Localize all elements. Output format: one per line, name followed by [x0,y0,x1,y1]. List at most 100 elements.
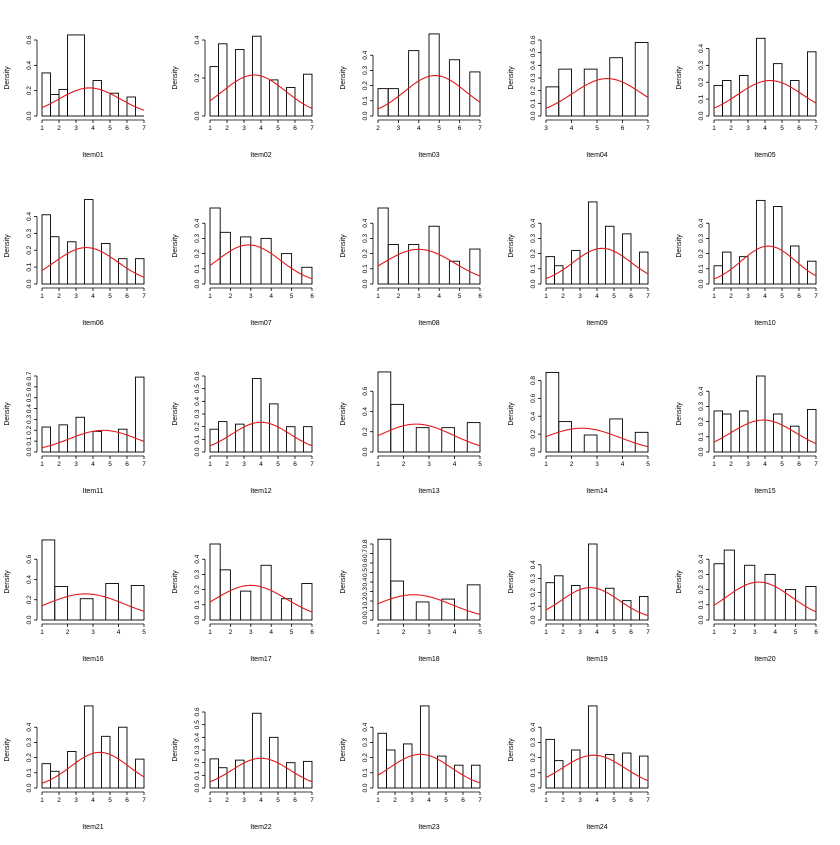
histogram-bar [441,598,455,621]
y-tick-label: 0.8 [362,539,369,548]
y-tick-label: 0.0 [698,111,705,120]
x-tick-label: 7 [310,461,314,468]
x-tick-label: 3 [746,461,750,468]
x-tick-label: 5 [290,629,294,636]
y-axis-title: Density [340,234,347,258]
y-tick-label: 0.1 [698,432,705,441]
histogram-bar [428,225,440,285]
histogram-panel: 1 2 3 4 5 0.0 0.2 0.4 0.6 Item13 Density [340,371,482,495]
x-tick-label: 7 [142,293,146,300]
x-axis-title: Item14 [586,488,608,495]
x-tick-label: 1 [712,629,716,636]
histogram-bar [41,539,56,621]
y-axis-title: Density [172,738,179,762]
x-tick-label: 3 [410,797,414,804]
x-tick-label: 6 [797,461,801,468]
y-tick-label: 0.0 [698,447,705,456]
y-axis-title: Density [4,570,11,594]
histogram-bar [79,598,94,621]
histogram-bar [41,426,51,453]
y-tick-label: 0.0 [26,447,33,456]
density-curve [377,594,481,615]
x-tick-label: 7 [646,293,650,300]
histogram-bar [554,265,564,285]
x-tick-label: 5 [646,461,650,468]
x-tick-label: 5 [478,461,482,468]
histogram-panel: 1 2 3 4 5 6 7 0.0 0.1 0.2 0.3 0.4 0.5 0.6 Item22 Densit… [172,707,314,831]
histogram-bar [713,265,723,285]
histogram-bar [390,580,404,621]
y-tick-label: 0.0 [26,783,33,792]
y-axis-title: Density [508,738,515,762]
y-tick-label: 0.4 [362,722,369,731]
density-curve [41,429,145,449]
histogram-bar [101,243,111,285]
x-tick-label: 4 [453,629,457,636]
histogram-bar [130,585,145,621]
histogram-panel: 1 2 3 4 5 6 7 0.0 0.1 0.2 0.3 0.4 0.5 0.6 Item12 Densit… [172,371,314,495]
x-axis-title: Item19 [586,656,608,663]
x-tick-label: 7 [310,125,314,132]
x-axis-title: Item24 [586,824,608,831]
histogram-panel: 1 2 3 4 5 6 7 0.0 0.2 0.4 Item02 Density [172,35,314,159]
y-tick-label: 0.2 [194,422,201,431]
histogram-bar [84,199,94,285]
x-tick-label: 4 [437,293,441,300]
histogram-panel: 1 2 3 4 5 6 7 0.0 0.1 0.2 0.3 0.4 Item10 Density [676,199,818,327]
histogram-bar [588,705,598,789]
x-tick-label: 3 [91,629,95,636]
x-axis-title: Item20 [754,656,776,663]
x-tick-label: 4 [773,629,777,636]
x-tick-label: 2 [57,293,61,300]
density-curve [41,87,145,111]
x-tick-label: 1 [376,629,380,636]
histogram-bar [739,410,749,453]
x-tick-label: 3 [746,293,750,300]
y-tick-label: 0.2 [698,585,705,594]
y-tick-label: 0.1 [362,264,369,273]
y-tick-label: 0.6 [26,35,33,44]
y-tick-label: 0.0 [362,111,369,120]
histogram-bar [420,705,430,789]
y-tick-label: 0.2 [698,249,705,258]
y-tick-label: 0.1 [194,434,201,443]
density-curve [209,244,313,280]
y-axis-title: Density [4,66,11,90]
x-tick-label: 4 [595,629,599,636]
histogram-bar [773,413,783,453]
x-tick-label: 5 [276,461,280,468]
y-tick-label: 0.0 [194,111,201,120]
x-tick-label: 7 [478,125,482,132]
histogram-bar [209,758,219,789]
y-tick-label: 0.3 [194,234,201,243]
density-curve [377,248,481,277]
histogram-bar [240,590,252,621]
y-tick-label: 0.4 [26,575,33,584]
histogram-panel: 1 2 3 4 5 6 7 0.0 0.1 0.2 0.3 0.4 Item15 Density [676,375,818,495]
density-curve [545,587,649,617]
x-tick-label: 3 [427,461,431,468]
y-axis-title: Density [508,234,515,258]
y-tick-label: 0.2 [362,249,369,258]
y-axis-title: Density [172,66,179,90]
y-tick-label: 0.2 [530,249,537,258]
histogram-bar [301,266,313,285]
histogram-bar [67,751,77,789]
histogram-bar [403,743,413,789]
histogram-panel: 1 2 3 4 5 6 7 0.0 0.1 0.2 0.3 0.4 Item09 Density [508,201,650,327]
y-tick-label: 0.1 [194,770,201,779]
x-tick-label: 4 [259,797,263,804]
y-tick-label: 0.3 [362,234,369,243]
y-tick-label: 0.1 [362,96,369,105]
y-tick-label: 0.0 [362,279,369,288]
x-tick-label: 7 [646,629,650,636]
x-tick-label: 6 [814,629,818,636]
histogram-bar [58,88,68,117]
x-axis-title: Item03 [418,152,440,159]
x-tick-label: 7 [142,125,146,132]
x-tick-label: 2 [376,125,380,132]
histogram-bar [84,705,94,789]
y-tick-label: 0.1 [26,262,33,271]
x-tick-label: 2 [66,629,70,636]
